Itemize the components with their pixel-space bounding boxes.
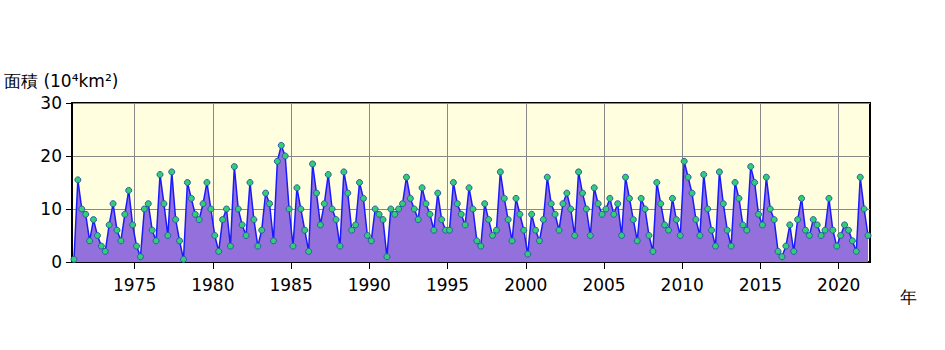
svg-text:1975: 1975 <box>113 275 156 295</box>
svg-text:面積 (10⁴km²): 面積 (10⁴km²) <box>4 71 118 91</box>
svg-text:2005: 2005 <box>582 275 625 295</box>
svg-text:1990: 1990 <box>348 275 391 295</box>
svg-text:1985: 1985 <box>269 275 312 295</box>
svg-text:30: 30 <box>40 93 62 113</box>
svg-text:2010: 2010 <box>661 275 704 295</box>
svg-text:2020: 2020 <box>817 275 860 295</box>
svg-text:0: 0 <box>51 252 62 272</box>
svg-text:2000: 2000 <box>504 275 547 295</box>
svg-text:1995: 1995 <box>426 275 469 295</box>
svg-text:年: 年 <box>900 287 917 307</box>
svg-text:20: 20 <box>40 146 62 166</box>
svg-text:2015: 2015 <box>739 275 782 295</box>
svg-text:1980: 1980 <box>191 275 234 295</box>
svg-text:10: 10 <box>40 199 62 219</box>
